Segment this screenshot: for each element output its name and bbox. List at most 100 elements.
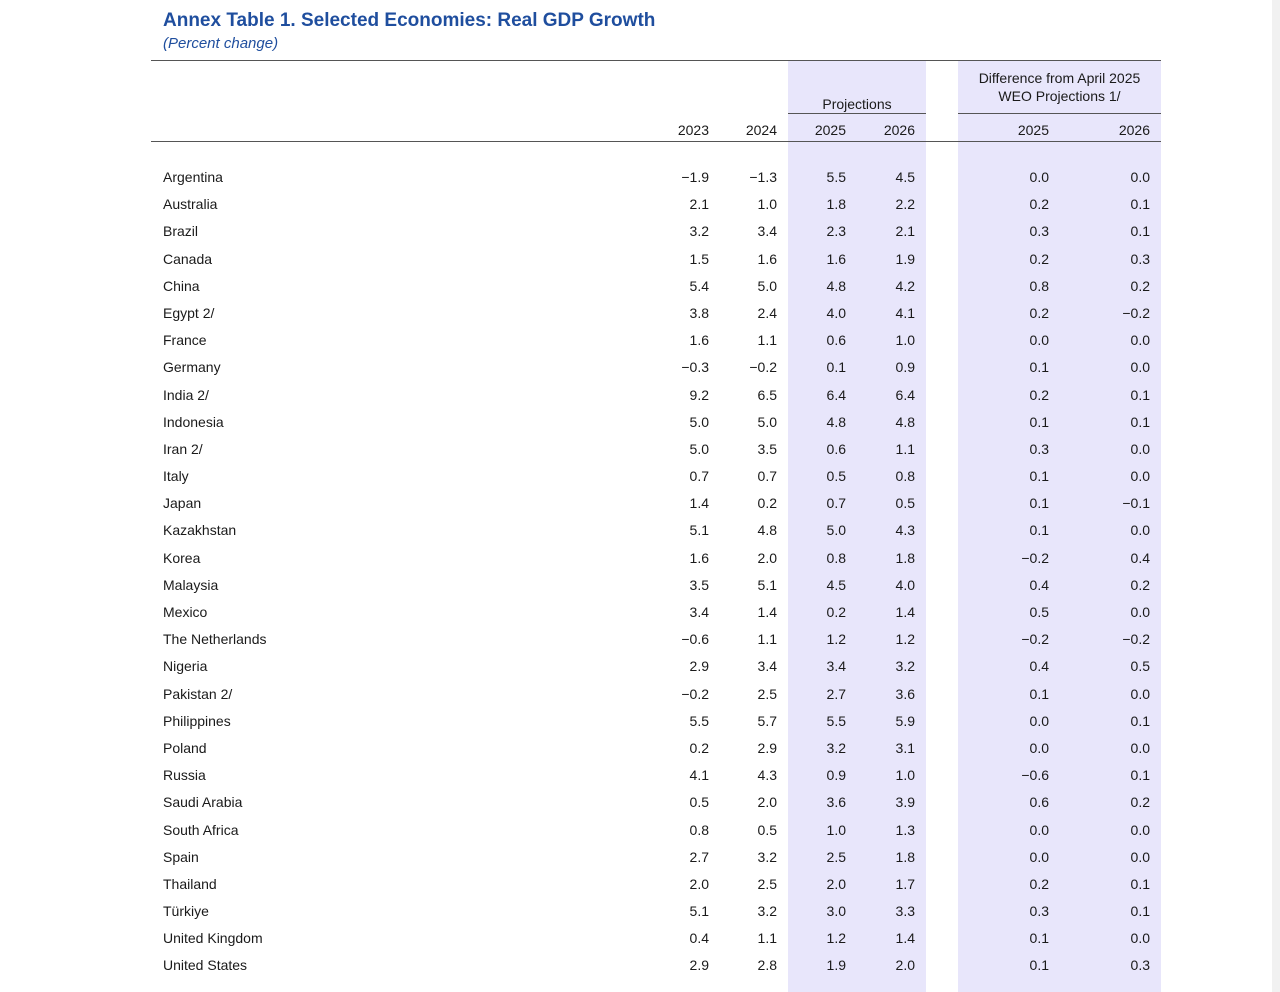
table-row: United Kingdom 0.4 1.1 1.2 1.4 0.1 0.0 [0, 924, 1280, 951]
value-2024: 2.5 [757, 875, 777, 892]
difference-2025: 0.4 [1029, 576, 1049, 593]
difference-2025: 0.5 [1029, 604, 1049, 620]
difference-2025: 0.3 [1029, 903, 1049, 920]
projection-2025: 3.6 [826, 794, 846, 811]
value-2023: 5.4 [689, 277, 709, 294]
projections-header: Projections [822, 96, 892, 112]
difference-2026: 0.0 [1130, 685, 1150, 702]
difference-2026: 0.1 [1130, 386, 1150, 403]
table-row: Philippines 5.5 5.7 5.5 5.9 0.0 0.1 [0, 707, 1280, 734]
difference-2026: 0.1 [1130, 875, 1150, 892]
difference-2025: −0.2 [1021, 631, 1049, 648]
projection-2025: 0.9 [826, 767, 846, 784]
projections-band [788, 61, 926, 992]
table-row: Germany −0.3 −0.2 0.1 0.9 0.1 0.0 [0, 353, 1280, 380]
difference-2025: 0.1 [1029, 413, 1049, 430]
projection-2026: 4.5 [895, 169, 915, 185]
difference-2026: 0.2 [1130, 794, 1150, 811]
value-2023: −0.3 [681, 359, 709, 376]
year-header-proj-2026: 2026 [883, 122, 915, 138]
country-name: China [163, 277, 200, 294]
difference-2025: 0.1 [1029, 522, 1049, 539]
projection-2025: 5.0 [826, 522, 846, 539]
value-2023: 1.6 [689, 332, 709, 349]
country-name: Nigeria [163, 658, 208, 675]
country-name: Türkiye [163, 903, 209, 920]
value-2023: 9.2 [689, 386, 709, 403]
projection-2026: 3.9 [895, 794, 915, 811]
projection-2026: 0.5 [895, 495, 915, 512]
difference-2026: 0.0 [1130, 739, 1150, 756]
country-name: Egypt 2/ [163, 304, 215, 321]
table-row: Australia 2.1 1.0 1.8 2.2 0.2 0.1 [0, 190, 1280, 217]
projection-2025: 4.8 [826, 277, 846, 294]
country-name: Philippines [163, 712, 231, 729]
projection-2025: 5.5 [826, 169, 846, 185]
table-row: Nigeria 2.9 3.4 3.4 3.2 0.4 0.5 [0, 652, 1280, 679]
value-2024: 3.5 [757, 440, 777, 457]
projection-2026: 1.3 [895, 821, 915, 838]
value-2023: 1.6 [689, 549, 709, 566]
projection-2025: 3.4 [826, 658, 846, 675]
country-name: Brazil [163, 223, 199, 240]
value-2023: 3.5 [689, 576, 709, 593]
projection-2025: 1.9 [826, 957, 846, 974]
value-2023: −0.2 [681, 685, 709, 702]
table-row: Argentina −1.9 −1.3 5.5 4.5 0.0 0.0 [0, 163, 1280, 190]
value-2024: −1.3 [749, 169, 777, 185]
value-2023: −1.9 [681, 169, 709, 185]
difference-2026: 0.1 [1130, 767, 1150, 784]
value-2023: 2.7 [689, 848, 709, 865]
difference-2026: 0.4 [1130, 549, 1150, 566]
projection-2025: 0.2 [826, 604, 846, 620]
table-row: Saudi Arabia 0.5 2.0 3.6 3.9 0.6 0.2 [0, 788, 1280, 815]
table-row: Egypt 2/3.8 2.4 4.0 4.1 0.2 −0.2 [0, 299, 1280, 326]
value-2023: 5.1 [689, 903, 709, 920]
table-row: Indonesia 5.0 5.0 4.8 4.8 0.1 0.1 [0, 408, 1280, 435]
projection-2026: 0.9 [895, 359, 915, 376]
country-name: Japan [163, 495, 202, 512]
table-row: Kazakhstan 5.1 4.8 5.0 4.3 0.1 0.0 [0, 516, 1280, 543]
difference-header-line1: Difference from April 2025 [978, 70, 1141, 86]
value-2024: 1.0 [757, 196, 777, 213]
difference-2025: 0.0 [1029, 821, 1049, 838]
projection-2026: 1.8 [895, 848, 915, 865]
difference-2026: −0.2 [1122, 631, 1150, 648]
value-2023: 2.0 [689, 875, 709, 892]
difference-2026: 0.1 [1130, 712, 1150, 729]
table-row: The Netherlands −0.6 1.1 1.2 1.2 −0.2 −0.2 [0, 625, 1280, 652]
country-name: Malaysia [163, 576, 219, 593]
value-2023: 0.5 [689, 794, 709, 811]
table-row: Korea 1.6 2.0 0.8 1.8 −0.2 0.4 [0, 544, 1280, 571]
projection-2026: 1.0 [895, 332, 915, 349]
value-2024: 4.8 [757, 522, 777, 539]
value-2023: 5.5 [689, 712, 709, 729]
country-name: Mexico [163, 604, 208, 620]
projection-2026: 1.0 [895, 767, 915, 784]
value-2023: 0.2 [689, 739, 709, 756]
difference-2025: −0.6 [1021, 767, 1049, 784]
difference-2026: 0.0 [1130, 522, 1150, 539]
difference-2026: 0.3 [1130, 957, 1150, 974]
value-2024: 2.0 [757, 794, 777, 811]
table-title: Annex Table 1. Selected Economies: Real … [163, 10, 656, 31]
projection-2026: 2.2 [895, 196, 915, 213]
difference-2025: 0.1 [1029, 468, 1049, 485]
projection-2026: 1.8 [895, 549, 915, 566]
country-name: Germany [163, 359, 221, 376]
difference-2026: 0.0 [1130, 468, 1150, 485]
difference-2026: 0.0 [1130, 930, 1150, 947]
projection-2026: 3.1 [895, 739, 915, 756]
projections-rule [788, 113, 926, 114]
value-2024: 6.5 [757, 386, 777, 403]
table-row: Spain 2.7 3.2 2.5 1.8 0.0 0.0 [0, 843, 1280, 870]
value-2023: 5.0 [689, 440, 709, 457]
projection-2025: 4.5 [826, 576, 846, 593]
year-header-proj-2025: 2025 [814, 122, 846, 138]
table-row: Mexico 3.4 1.4 0.2 1.4 0.5 0.0 [0, 598, 1280, 625]
projection-2026: 6.4 [895, 386, 915, 403]
country-name: Australia [163, 196, 218, 213]
value-2023: 2.1 [689, 196, 709, 213]
value-2024: 2.5 [757, 685, 777, 702]
country-name: Argentina [163, 169, 223, 185]
